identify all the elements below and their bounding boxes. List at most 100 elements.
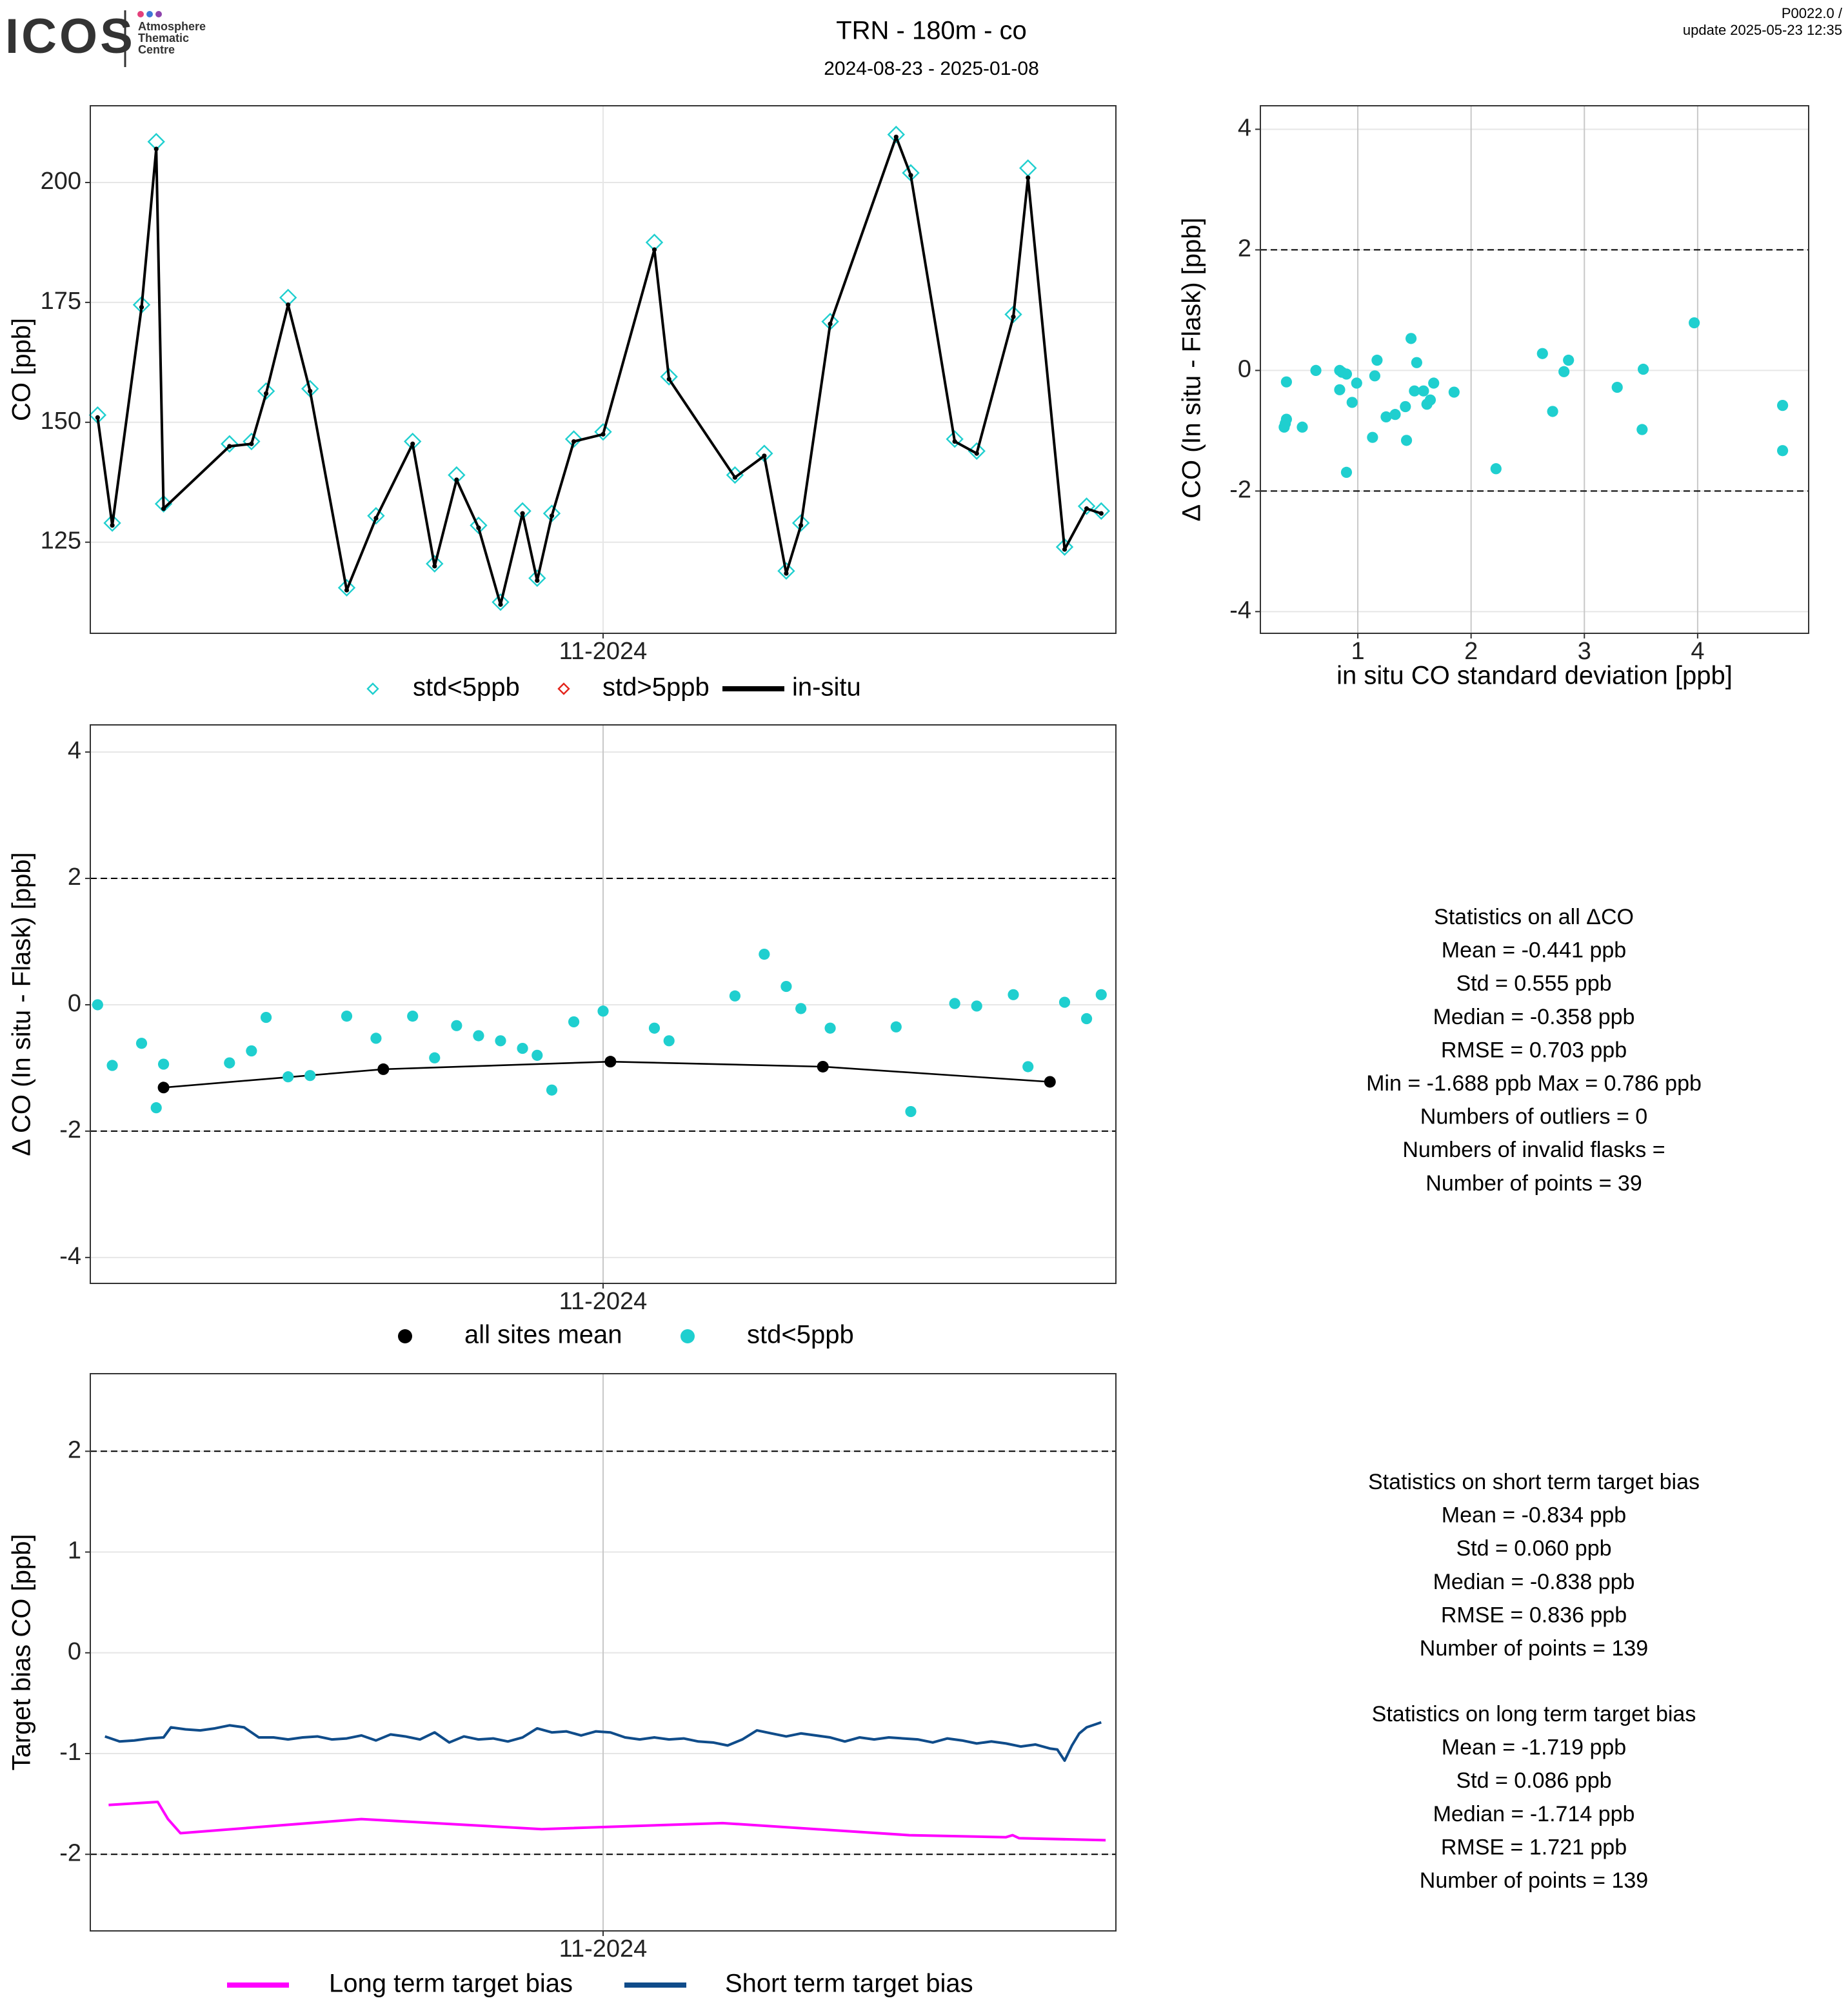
series-line [104, 1721, 1102, 1762]
point [1310, 364, 1322, 377]
stats-title: Statistics on all ΔCO [1434, 905, 1634, 929]
point [971, 1000, 982, 1012]
y-tick-label: 200 [41, 168, 81, 195]
mean-point [157, 1082, 170, 1094]
point [1022, 1061, 1034, 1073]
y-tick-label: 2 [1238, 235, 1251, 262]
point [1405, 333, 1417, 344]
flask-point [367, 507, 385, 525]
legend-label: Long term target bias [329, 1970, 573, 1998]
logo-sub: Atmosphere [138, 20, 206, 33]
y-tick-label: 0 [1238, 355, 1251, 382]
vertex [110, 523, 115, 528]
vertex [974, 451, 979, 456]
logo: ICOS Atmosphere Thematic Centre [5, 9, 206, 67]
point [1448, 386, 1460, 398]
stats-line: Numbers of outliers = 0 [1420, 1105, 1647, 1129]
flask-point [243, 432, 261, 451]
vertex [908, 173, 913, 178]
logo-sub: Thematic [138, 32, 189, 44]
point [1558, 366, 1570, 377]
point [407, 1011, 419, 1022]
point [1400, 435, 1413, 446]
point [729, 990, 741, 1002]
point [795, 1003, 807, 1014]
stats-title: Statistics on short term target bias [1368, 1470, 1700, 1494]
point [246, 1045, 257, 1057]
vertex [454, 477, 459, 482]
stats-line: Number of points = 139 [1420, 1868, 1648, 1893]
point [1346, 397, 1358, 408]
point [1490, 463, 1502, 475]
mean-point [377, 1063, 390, 1075]
vertex [95, 415, 100, 420]
point [1389, 409, 1401, 420]
stats-line: RMSE = 1.721 ppb [1441, 1835, 1627, 1859]
point [532, 1049, 543, 1061]
stats-title: Statistics on long term target bias [1372, 1702, 1696, 1726]
vertex [227, 444, 232, 449]
y-tick-label: 2 [68, 1436, 81, 1463]
point [1411, 357, 1422, 368]
point [429, 1052, 441, 1063]
point [1424, 394, 1436, 406]
point [905, 1105, 917, 1118]
y-tick-label: -4 [59, 1243, 81, 1270]
y-tick-label: -2 [59, 1116, 81, 1143]
point [1611, 381, 1623, 393]
point [1563, 354, 1575, 366]
plot-frame [1260, 105, 1809, 634]
vertex [799, 523, 804, 528]
vertex [308, 388, 313, 394]
legend-swatch [557, 682, 570, 695]
version: P0022.0 / [1782, 5, 1843, 21]
point [1547, 406, 1558, 417]
point [157, 1058, 170, 1070]
plot-frame [90, 1373, 1117, 1932]
point [1095, 989, 1107, 1000]
flask-point [887, 125, 905, 144]
flask-point [492, 593, 510, 611]
vertex [410, 441, 415, 446]
stats-line: Min = -1.688 ppb Max = 0.786 ppb [1366, 1071, 1702, 1096]
y-tick-label: 175 [41, 288, 81, 315]
point [370, 1033, 382, 1044]
page-subtitle: 2024-08-23 - 2025-01-08 [824, 58, 1039, 79]
point [824, 1022, 836, 1034]
vertex [732, 475, 738, 480]
point [260, 1011, 272, 1023]
point [135, 1038, 148, 1049]
flask-point [528, 569, 546, 588]
y-tick-label: 4 [68, 737, 81, 764]
point [1777, 400, 1789, 411]
point [1340, 466, 1353, 478]
flask-point [426, 555, 444, 573]
x-tick-label: 11-2024 [559, 1288, 648, 1315]
point [1334, 384, 1346, 395]
flask-point [1004, 305, 1022, 324]
vertex [1026, 175, 1031, 181]
stats-line: Mean = -1.719 ppb [1442, 1735, 1626, 1760]
x-tick-label: 11-2024 [559, 638, 648, 665]
vertex [1098, 511, 1104, 516]
vertex [651, 247, 657, 252]
point [1080, 1013, 1093, 1025]
flask-point [154, 495, 173, 513]
point [304, 1070, 316, 1082]
point [1536, 348, 1548, 359]
flask-point [594, 422, 612, 441]
point [92, 999, 103, 1011]
point [1336, 366, 1348, 378]
plot-frame [90, 724, 1117, 1284]
x-tick-label: 11-2024 [559, 1935, 648, 1963]
y-tick-label: 150 [41, 408, 81, 435]
y-tick-label: -2 [59, 1839, 81, 1866]
vertex [432, 564, 437, 569]
flask-point [1077, 497, 1096, 515]
flask-point [564, 430, 583, 448]
y-tick-label: 125 [41, 528, 81, 555]
point [780, 980, 792, 993]
legend-swatch [398, 1329, 412, 1343]
point [1689, 317, 1700, 329]
page-title: TRN - 180m - co [836, 17, 1027, 45]
